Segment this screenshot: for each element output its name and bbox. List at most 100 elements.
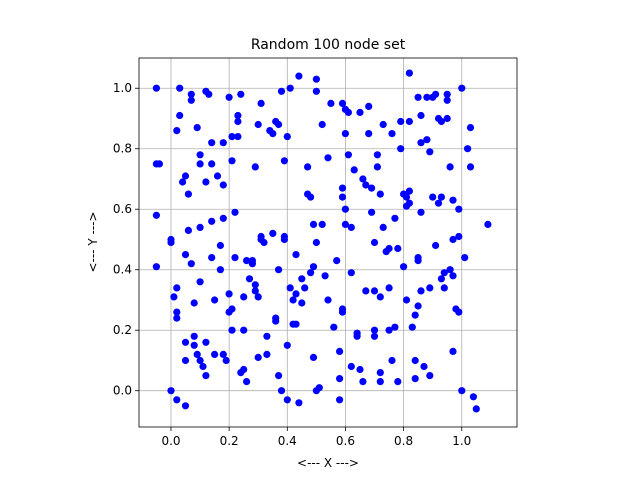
data-point <box>219 214 227 222</box>
data-point <box>350 166 358 174</box>
data-point <box>309 263 318 271</box>
data-point <box>385 244 393 253</box>
data-point <box>466 124 475 132</box>
data-point <box>455 308 463 316</box>
data-point <box>173 396 181 404</box>
x-tick-label: 0.8 <box>394 434 413 448</box>
data-point <box>219 350 227 358</box>
data-point <box>179 178 187 186</box>
data-point <box>167 238 175 247</box>
data-point <box>466 163 475 171</box>
data-points <box>152 69 492 413</box>
data-point <box>245 275 254 283</box>
data-point <box>423 93 431 101</box>
data-point <box>455 205 463 213</box>
data-point <box>170 293 178 301</box>
data-point <box>277 387 286 395</box>
data-point <box>397 145 405 153</box>
data-point <box>211 296 219 304</box>
data-point <box>275 120 283 129</box>
data-point <box>196 160 204 168</box>
data-point <box>199 362 207 371</box>
data-point <box>216 266 224 274</box>
data-point <box>298 299 306 307</box>
data-point <box>417 111 425 120</box>
data-point <box>283 133 291 141</box>
data-point <box>315 384 323 392</box>
data-point <box>269 130 277 138</box>
data-point <box>437 117 445 126</box>
data-point <box>240 365 248 374</box>
data-point <box>240 293 248 301</box>
data-point <box>434 199 443 207</box>
data-point <box>449 196 457 204</box>
data-point <box>228 305 236 313</box>
data-point <box>240 326 248 334</box>
data-point <box>196 278 204 286</box>
data-point <box>292 251 300 259</box>
data-point <box>333 257 341 265</box>
data-point <box>190 332 198 340</box>
y-tick-label: 0.6 <box>113 202 132 216</box>
data-point <box>362 181 370 189</box>
data-point <box>388 130 396 138</box>
data-point <box>408 323 416 331</box>
x-tick-label: 0.2 <box>220 434 239 448</box>
data-point <box>394 244 402 253</box>
data-point <box>411 375 419 383</box>
data-point <box>307 193 315 201</box>
data-point <box>359 175 367 183</box>
data-point <box>379 223 387 231</box>
data-point <box>219 139 227 147</box>
data-point <box>373 151 381 159</box>
data-point <box>336 375 344 383</box>
grid-lines <box>139 58 517 427</box>
data-point <box>347 223 355 231</box>
data-point <box>181 338 190 346</box>
data-point <box>251 287 259 295</box>
data-point <box>414 257 422 265</box>
data-point <box>228 326 236 334</box>
x-tick-label: 0.6 <box>336 434 355 448</box>
data-point <box>347 269 355 277</box>
data-point <box>449 235 457 244</box>
data-point <box>173 127 181 135</box>
data-point <box>318 220 326 228</box>
data-point <box>283 396 291 404</box>
data-point <box>312 87 320 95</box>
data-point <box>368 184 376 192</box>
data-point <box>298 275 306 283</box>
y-tick-label: 0.4 <box>113 263 132 277</box>
data-point <box>362 287 370 295</box>
data-point <box>251 281 259 289</box>
data-point <box>449 347 457 355</box>
x-axis-label: <--- X ---> <box>297 456 359 470</box>
data-point <box>391 323 399 331</box>
data-point <box>277 87 286 95</box>
data-point <box>472 405 480 413</box>
data-point <box>190 299 198 307</box>
data-point <box>208 139 216 147</box>
data-point <box>283 341 291 349</box>
data-point <box>405 69 413 77</box>
data-point <box>365 102 373 110</box>
data-point <box>385 284 393 292</box>
data-point <box>318 120 326 129</box>
data-point <box>228 157 236 165</box>
data-point <box>455 232 463 241</box>
data-point <box>376 293 384 301</box>
data-point <box>388 356 396 365</box>
data-point <box>336 396 344 404</box>
data-point <box>216 241 224 250</box>
y-tick-label: 0.2 <box>113 323 132 337</box>
data-point <box>248 257 256 265</box>
data-point <box>376 190 384 198</box>
data-point <box>202 372 210 380</box>
data-point <box>292 320 300 328</box>
data-point <box>193 124 201 132</box>
x-tick-label: 0.0 <box>161 434 180 448</box>
data-point <box>181 356 190 365</box>
data-point <box>414 302 422 310</box>
